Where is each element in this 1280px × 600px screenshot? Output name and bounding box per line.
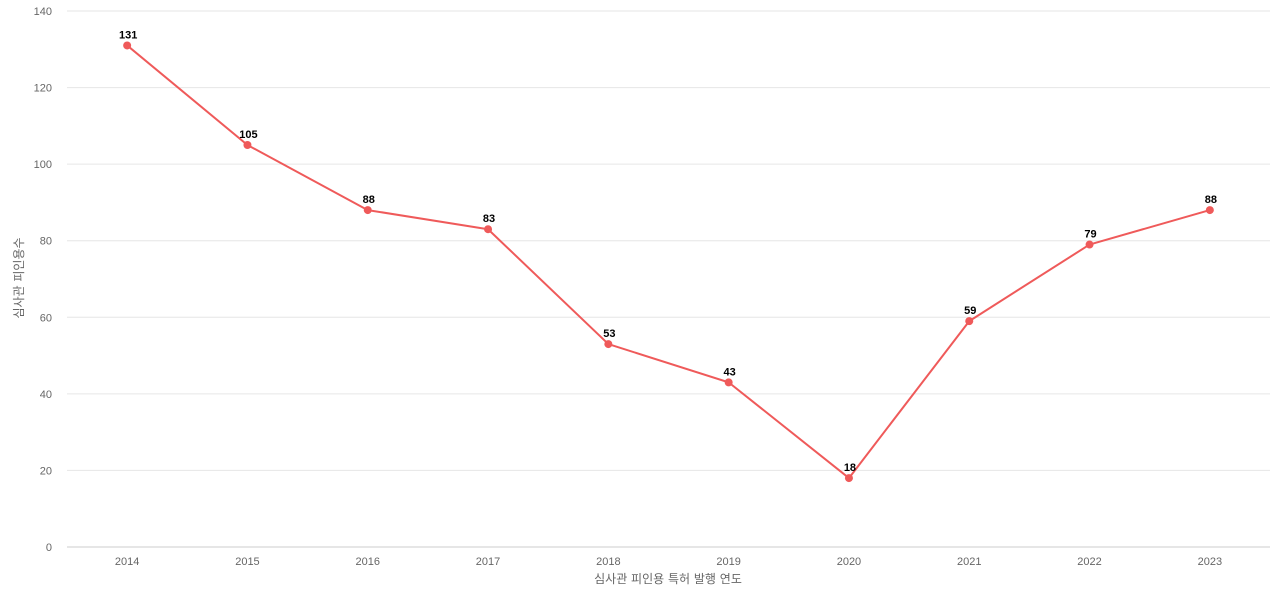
- data-label: 53: [603, 328, 615, 340]
- x-tick-label: 2020: [837, 556, 861, 568]
- data-point[interactable]: [123, 41, 132, 50]
- data-label: 105: [239, 129, 257, 141]
- data-point[interactable]: [844, 474, 853, 483]
- x-tick-label: 2023: [1198, 556, 1222, 568]
- y-tick-label: 80: [40, 236, 52, 248]
- data-label: 79: [1084, 229, 1096, 241]
- data-point[interactable]: [363, 206, 372, 215]
- y-axis-title: 심사관 피인용수: [12, 237, 26, 318]
- y-tick-label: 60: [40, 312, 52, 324]
- y-axis-ticks: 0 20 40 60 80 100 120 140: [34, 6, 52, 554]
- data-point[interactable]: [1085, 240, 1094, 249]
- data-label: 131: [119, 29, 137, 41]
- x-tick-label: 2019: [716, 556, 740, 568]
- x-tick-label: 2016: [356, 556, 380, 568]
- data-label: 88: [363, 194, 375, 206]
- data-point[interactable]: [243, 141, 252, 149]
- x-axis-ticks: 2014 2015 2016 2017 2018 2019 2020 2021 2022 2023: [115, 556, 1222, 568]
- y-tick-label: 100: [34, 159, 52, 171]
- data-labels: 131 105 88 83 53 43 18 59 79 88: [119, 29, 1217, 474]
- data-point[interactable]: [965, 317, 974, 326]
- y-tick-label: 0: [46, 542, 52, 554]
- x-tick-label: 2014: [115, 556, 139, 568]
- data-label: 88: [1205, 194, 1217, 206]
- data-point[interactable]: [604, 340, 613, 349]
- data-point[interactable]: [1205, 206, 1214, 215]
- gridlines: [67, 10, 1270, 548]
- data-label: 43: [724, 366, 736, 378]
- data-label: 18: [844, 462, 856, 474]
- series-layer: [123, 41, 1214, 483]
- y-tick-label: 120: [34, 83, 52, 95]
- series-line: [126, 44, 1211, 480]
- data-point[interactable]: [484, 225, 493, 234]
- data-label: 83: [483, 213, 495, 225]
- x-tick-label: 2018: [596, 556, 620, 568]
- y-tick-label: 40: [40, 389, 52, 401]
- x-tick-label: 2015: [235, 556, 259, 568]
- x-tick-label: 2022: [1077, 556, 1101, 568]
- y-tick-label: 140: [34, 6, 52, 18]
- x-tick-label: 2017: [476, 556, 500, 568]
- data-point[interactable]: [724, 378, 733, 387]
- x-tick-label: 2021: [957, 556, 981, 568]
- y-tick-label: 20: [40, 465, 52, 477]
- x-axis-title: 심사관 피인용 특허 발행 연도: [594, 571, 742, 586]
- data-label: 59: [964, 305, 976, 317]
